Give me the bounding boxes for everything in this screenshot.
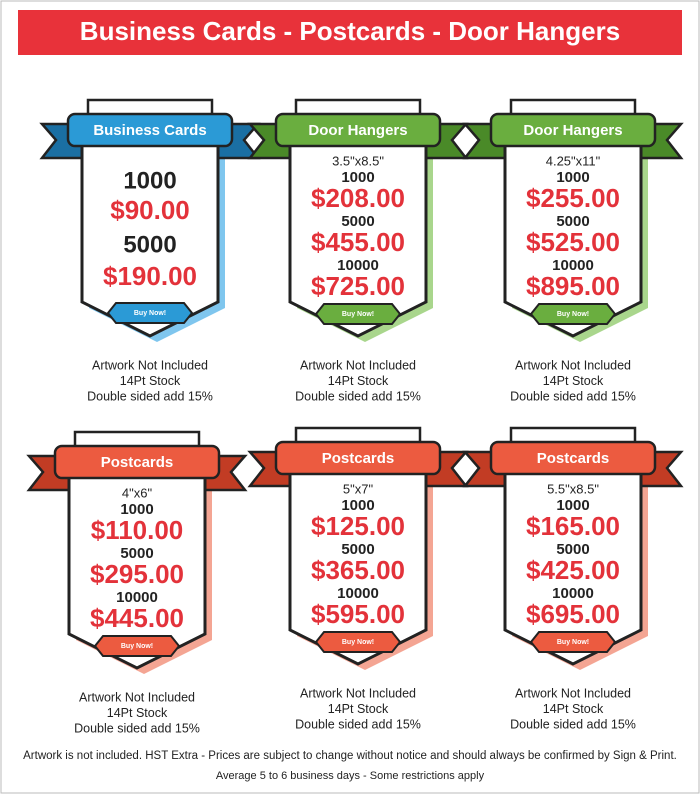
tier-qty: 1000 <box>556 497 589 514</box>
tier-qty: 5000 <box>120 545 153 562</box>
buy-button[interactable]: Buy Now! <box>314 631 402 653</box>
buy-button-shape[interactable] <box>93 635 181 657</box>
tier-qty: 1000 <box>341 497 374 514</box>
tier-qty: 1000 <box>341 169 374 186</box>
tier-price: $208.00 <box>311 183 405 213</box>
buy-button-label[interactable]: Buy Now! <box>342 311 374 318</box>
tier-qty: 5000 <box>341 541 374 558</box>
price-card: Postcards 4"x6"1000$110.005000$295.001000… <box>26 430 248 735</box>
card-size: 5.5"x8.5" <box>547 481 599 496</box>
ribbon-label: Postcards <box>101 454 174 471</box>
buy-button-label[interactable]: Buy Now! <box>557 311 589 318</box>
ribbon-band <box>274 112 442 148</box>
price-card: Business Cards 1000$90.00 5000 $190.00 Buy N… <box>39 98 261 403</box>
tier-qty: 10000 <box>552 257 594 274</box>
buy-button[interactable]: Buy Now! <box>106 302 194 324</box>
tier-qty: 10000 <box>116 589 158 606</box>
tier-price: $125.00 <box>311 511 405 541</box>
card-note: Double sided add 15% <box>295 717 421 731</box>
tier-qty: 1000 <box>123 167 176 194</box>
ribbon-label: Business Cards <box>93 122 206 139</box>
card-note: Double sided add 15% <box>87 389 213 403</box>
tier-qty: 5000 <box>341 213 374 230</box>
buy-button-shape[interactable] <box>106 302 194 324</box>
card-note: Artwork Not Included <box>79 690 195 704</box>
card-note: Double sided add 15% <box>510 717 636 731</box>
card-note: Artwork Not Included <box>92 358 208 372</box>
card-size: 5"x7" <box>343 481 374 496</box>
buy-button[interactable]: Buy Now! <box>529 631 617 653</box>
tier-qty: 5000 <box>556 213 589 230</box>
tier-price: $190.00 <box>103 261 197 291</box>
buy-button-shape[interactable] <box>314 303 402 325</box>
tier-price: $525.00 <box>526 227 620 257</box>
price-card: Door Hangers 4.25"x11"1000$255.005000$525… <box>462 98 684 403</box>
buy-button-label[interactable]: Buy Now! <box>121 643 153 650</box>
footer-note: Average 5 to 6 business days - Some rest… <box>216 770 485 782</box>
ribbon-band <box>66 112 234 148</box>
card-note: Artwork Not Included <box>515 686 631 700</box>
card-note: Artwork Not Included <box>300 686 416 700</box>
card-note: Artwork Not Included <box>515 358 631 372</box>
buy-button[interactable]: Buy Now! <box>93 635 181 657</box>
tier-qty: 10000 <box>337 257 379 274</box>
footer-note: Artwork is not included. HST Extra - Pri… <box>23 750 677 762</box>
card-note: Double sided add 15% <box>295 389 421 403</box>
buy-button-label[interactable]: Buy Now! <box>342 639 374 646</box>
card-note: Artwork Not Included <box>300 358 416 372</box>
card-note: 14Pt Stock <box>328 374 389 388</box>
ribbon-band <box>489 440 657 476</box>
tier-price: $455.00 <box>311 227 405 257</box>
tier-price: $895.00 <box>526 271 620 301</box>
tier-price: $365.00 <box>311 555 405 585</box>
tier-qty: 5000 <box>556 541 589 558</box>
tier-price: $255.00 <box>526 183 620 213</box>
tier-price: $445.00 <box>90 603 184 633</box>
buy-button-label[interactable]: Buy Now! <box>134 310 166 317</box>
card-note: 14Pt Stock <box>328 702 389 716</box>
ribbon-label: Door Hangers <box>308 122 407 139</box>
tier-price: $595.00 <box>311 599 405 629</box>
card-size: 3.5"x8.5" <box>332 153 384 168</box>
card-size: 4.25"x11" <box>546 153 601 168</box>
card-note: Double sided add 15% <box>74 721 200 735</box>
buy-button-shape[interactable] <box>314 631 402 653</box>
ribbon-label: Door Hangers <box>523 122 622 139</box>
ribbon-band <box>53 444 221 480</box>
tier-qty: 10000 <box>552 585 594 602</box>
buy-button-shape[interactable] <box>529 631 617 653</box>
buy-button[interactable]: Buy Now! <box>529 303 617 325</box>
tier-qty: 10000 <box>337 585 379 602</box>
card-note: 14Pt Stock <box>107 706 168 720</box>
buy-button-shape[interactable] <box>529 303 617 325</box>
tier-price: $695.00 <box>526 599 620 629</box>
card-note: 14Pt Stock <box>120 374 181 388</box>
price-card: Postcards 5.5"x8.5"1000$165.005000$425.00… <box>462 426 684 731</box>
tier-qty: 5000 <box>123 231 176 258</box>
tier-qty: 1000 <box>556 169 589 186</box>
header-bar <box>18 10 682 55</box>
tier-price: $165.00 <box>526 511 620 541</box>
card-note: 14Pt Stock <box>543 702 604 716</box>
price-card: Door Hangers 3.5"x8.5"1000$208.005000$455… <box>247 98 469 403</box>
ribbon-band <box>489 112 657 148</box>
tier-price: $90.00 <box>110 195 190 225</box>
tier-qty: 1000 <box>120 501 153 518</box>
header-title: Business Cards - Postcards - Door Hanger… <box>80 16 620 46</box>
card-note: Double sided add 15% <box>510 389 636 403</box>
buy-button[interactable]: Buy Now! <box>314 303 402 325</box>
tier-price: $425.00 <box>526 555 620 585</box>
card-size: 4"x6" <box>122 485 153 500</box>
ribbon-label: Postcards <box>537 450 610 467</box>
price-card: Postcards 5"x7"1000$125.005000$365.001000… <box>247 426 469 731</box>
tier-price: $725.00 <box>311 271 405 301</box>
ribbon-band <box>274 440 442 476</box>
card-note: 14Pt Stock <box>543 374 604 388</box>
tier-price: $110.00 <box>91 515 184 545</box>
ribbon-label: Postcards <box>322 450 395 467</box>
tier-price: $295.00 <box>90 559 184 589</box>
buy-button-label[interactable]: Buy Now! <box>557 639 589 646</box>
